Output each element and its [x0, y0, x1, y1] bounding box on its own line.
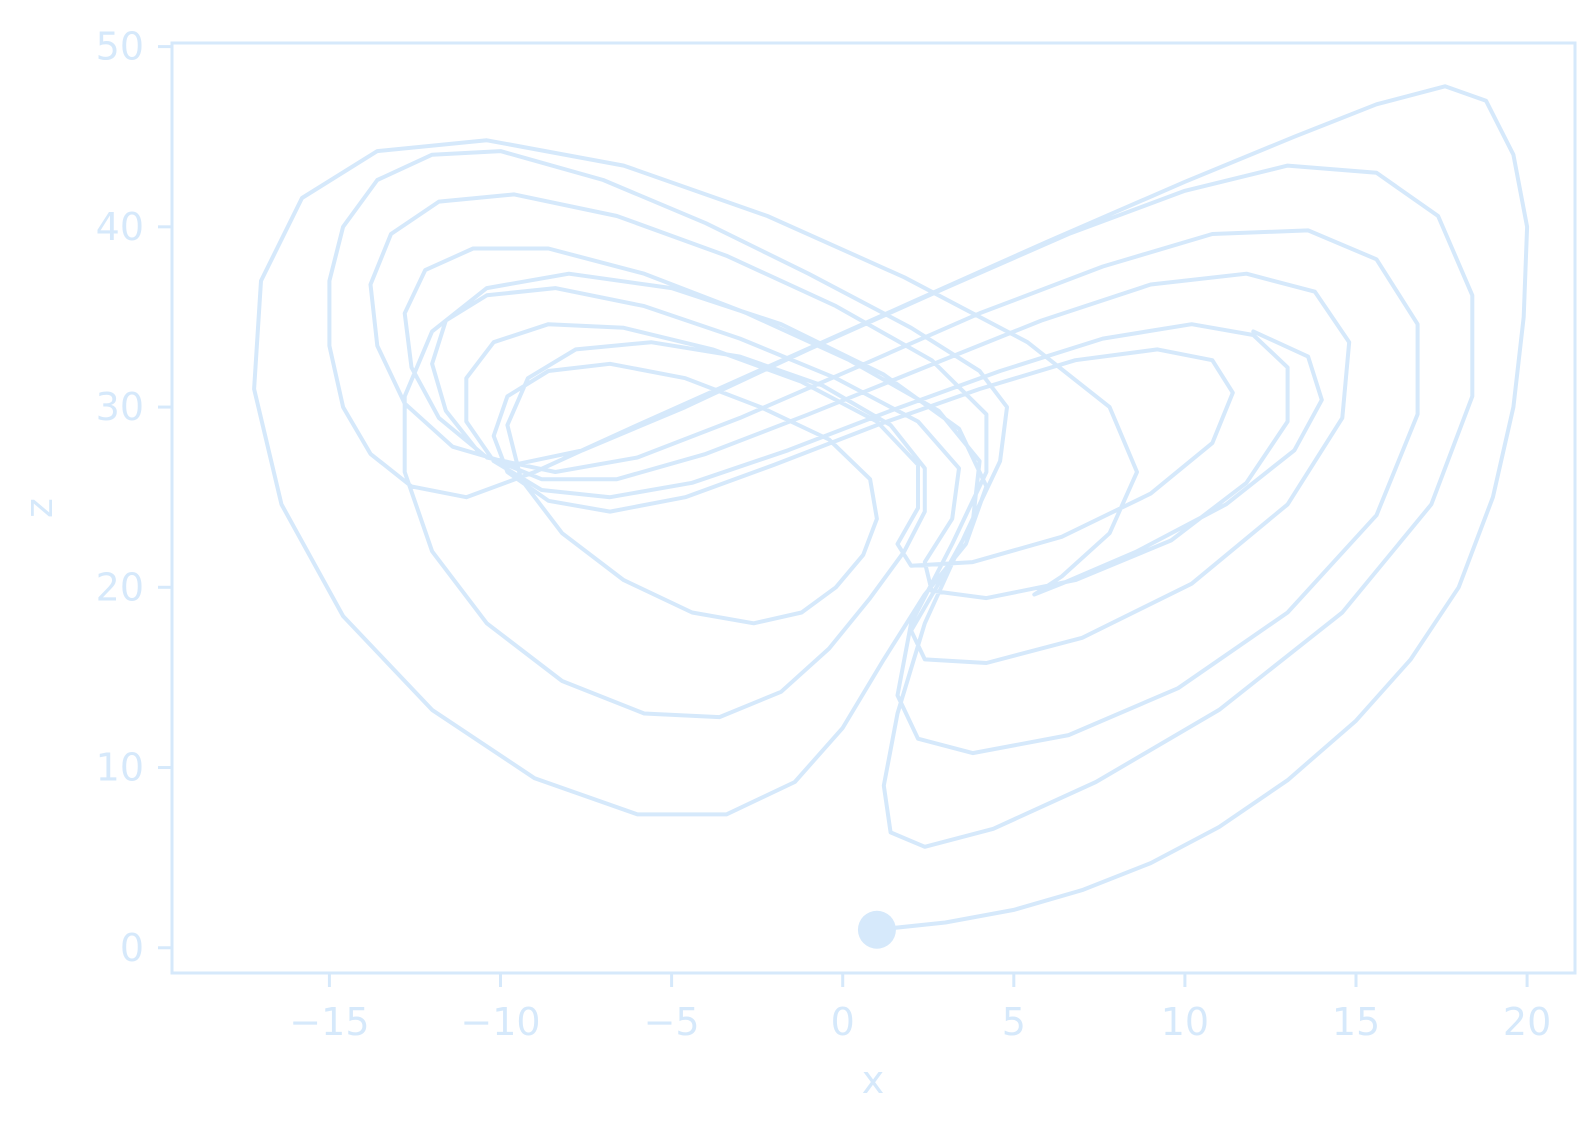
- y-axis-label: z: [17, 498, 61, 518]
- plot-frame: [170, 41, 1577, 975]
- y-tick-label: 20: [96, 565, 144, 609]
- marker-layer: [857, 910, 896, 949]
- x-tick-label: −15: [289, 1000, 369, 1044]
- start-point-marker: [857, 910, 896, 949]
- y-axis-ticks: 0 10 20 30 40 50: [96, 25, 172, 970]
- x-axis-ticks: −15 −10 −5 0 5 10 15 20: [289, 973, 1551, 1044]
- x-tick-label: 15: [1332, 1000, 1380, 1044]
- x-tick-label: 10: [1161, 1000, 1209, 1044]
- trajectory-layer: [252, 84, 1530, 932]
- y-tick-label: 0: [120, 926, 144, 970]
- y-tick-label: 10: [96, 746, 144, 790]
- x-tick-label: 5: [1002, 1000, 1026, 1044]
- y-tick-label: 30: [96, 385, 144, 429]
- x-tick-label: −5: [644, 1000, 700, 1044]
- trajectory-line: [252, 84, 1530, 932]
- x-tick-label: −10: [460, 1000, 540, 1044]
- x-tick-label: 0: [831, 1000, 855, 1044]
- y-tick-label: 50: [96, 25, 144, 69]
- y-tick-label: 40: [96, 205, 144, 249]
- x-axis-label: x: [862, 1058, 885, 1102]
- x-tick-label: 20: [1503, 1000, 1551, 1044]
